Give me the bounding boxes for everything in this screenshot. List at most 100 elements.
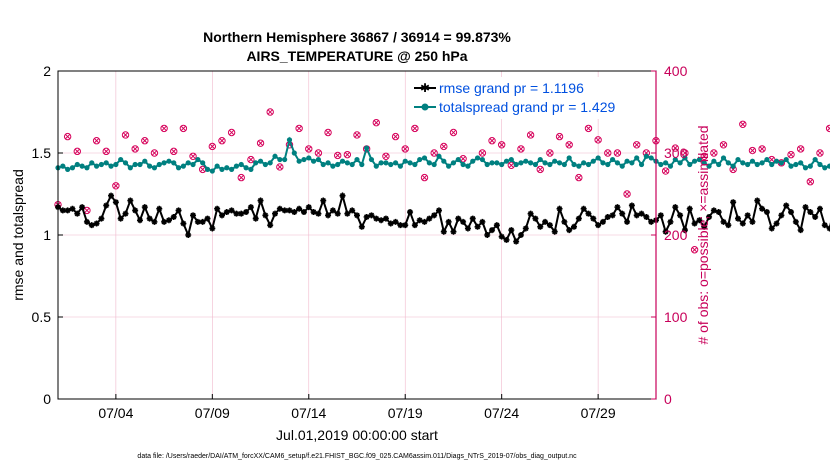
- totalspread-point: [253, 160, 259, 166]
- totalspread-point: [624, 158, 630, 164]
- rmse-point: [190, 212, 197, 219]
- totalspread-point: [359, 161, 365, 168]
- totalspread-point: [745, 161, 751, 168]
- totalspread-point: [122, 160, 129, 166]
- totalspread-point: [798, 160, 804, 166]
- totalspread-point: [344, 160, 350, 166]
- totalspread-point: [474, 155, 481, 161]
- legend-totalspread-label: totalspread grand pr = 1.429: [439, 99, 616, 115]
- totalspread-point: [291, 150, 297, 156]
- totalspread-point: [310, 158, 317, 164]
- rmse-point: [411, 222, 418, 229]
- obs-possible-point: [710, 149, 718, 157]
- x-tick-label: 07/19: [388, 405, 423, 421]
- totalspread-point: [69, 165, 76, 171]
- rmse-point: [267, 222, 274, 229]
- obs-possible-point: [748, 146, 757, 155]
- rmse-point: [272, 210, 279, 217]
- totalspread-point: [166, 158, 172, 164]
- rmse-point: [363, 213, 370, 220]
- obs-possible-point: [131, 145, 139, 153]
- rmse-point: [657, 212, 664, 219]
- obs-assimilated-point: [614, 150, 621, 156]
- rmse-point: [238, 210, 245, 217]
- totalspread-point: [209, 168, 215, 174]
- totalspread-point: [537, 156, 543, 163]
- totalspread-point: [65, 166, 71, 172]
- obs-assimilated-point: [132, 146, 138, 152]
- rmse-point: [595, 222, 602, 229]
- y-left-tick-label: 0: [43, 391, 51, 407]
- rmse-point: [397, 222, 404, 229]
- totalspread-point: [513, 161, 519, 168]
- rmse-point: [493, 222, 500, 229]
- totalspread-point: [667, 163, 674, 169]
- rmse-point: [546, 222, 553, 229]
- totalspread-point: [696, 156, 703, 163]
- obs-possible-point: [189, 152, 197, 160]
- totalspread-point: [663, 160, 669, 166]
- rmse-point: [734, 215, 741, 222]
- totalspread-point: [556, 160, 563, 166]
- rmse-point: [132, 207, 139, 214]
- totalspread-point: [585, 161, 592, 168]
- totalspread-point: [793, 161, 799, 168]
- totalspread-point: [161, 160, 167, 166]
- totalspread-point: [479, 156, 485, 163]
- legend-totalspread-marker: [421, 103, 429, 111]
- totalspread-point: [547, 161, 553, 168]
- rmse-point: [532, 215, 539, 222]
- totalspread-point: [561, 161, 567, 168]
- totalspread-point: [175, 165, 182, 171]
- totalspread-point: [392, 160, 399, 166]
- rmse-point: [315, 210, 322, 217]
- rmse-point: [696, 217, 703, 224]
- obs-possible-point: [179, 124, 188, 133]
- totalspread-point: [364, 145, 370, 151]
- rmse-point: [609, 212, 616, 219]
- obs-possible-point: [806, 178, 815, 186]
- rmse-point: [98, 215, 105, 222]
- obs-possible-point: [700, 152, 708, 160]
- totalspread-point: [725, 160, 731, 166]
- obs-assimilated-point: [354, 132, 360, 138]
- rmse-point: [739, 220, 746, 227]
- totalspread-point: [740, 160, 746, 166]
- totalspread-point: [518, 160, 524, 166]
- totalspread-point: [788, 163, 794, 169]
- obs-assimilated-point: [547, 150, 553, 156]
- rmse-point: [585, 210, 592, 217]
- totalspread-point: [74, 161, 80, 168]
- rmse-point: [247, 204, 254, 211]
- totalspread-point: [778, 160, 784, 166]
- totalspread-point: [460, 161, 466, 168]
- rmse-point: [802, 204, 809, 211]
- rmse-point: [624, 218, 631, 225]
- rmse-point: [223, 209, 230, 216]
- totalspread-point: [417, 156, 423, 163]
- totalspread-point: [108, 163, 114, 169]
- rmse-point: [339, 192, 346, 199]
- rmse-point: [185, 232, 192, 238]
- totalspread-point: [354, 156, 360, 163]
- rmse-point: [566, 227, 573, 234]
- obs-possible-point: [449, 128, 458, 137]
- totalspread-point: [701, 160, 707, 166]
- obs-possible-point: [276, 163, 284, 171]
- obs-assimilated-point: [720, 142, 727, 148]
- rmse-point: [83, 218, 90, 225]
- rmse-point: [807, 209, 814, 216]
- totalspread-point: [248, 166, 254, 172]
- rmse-point: [358, 223, 365, 230]
- totalspread-point: [142, 158, 148, 164]
- rmse-point: [426, 215, 433, 222]
- totalspread-point: [576, 163, 582, 169]
- obs-possible-point: [247, 155, 255, 164]
- rmse-point: [291, 209, 298, 216]
- legend-rmse-marker: ✱: [420, 81, 430, 95]
- obs-possible-point: [314, 149, 323, 157]
- totalspread-point: [532, 161, 539, 168]
- totalspread-point: [224, 165, 230, 171]
- totalspread-point: [127, 165, 133, 171]
- obs-assimilated-point: [122, 132, 129, 138]
